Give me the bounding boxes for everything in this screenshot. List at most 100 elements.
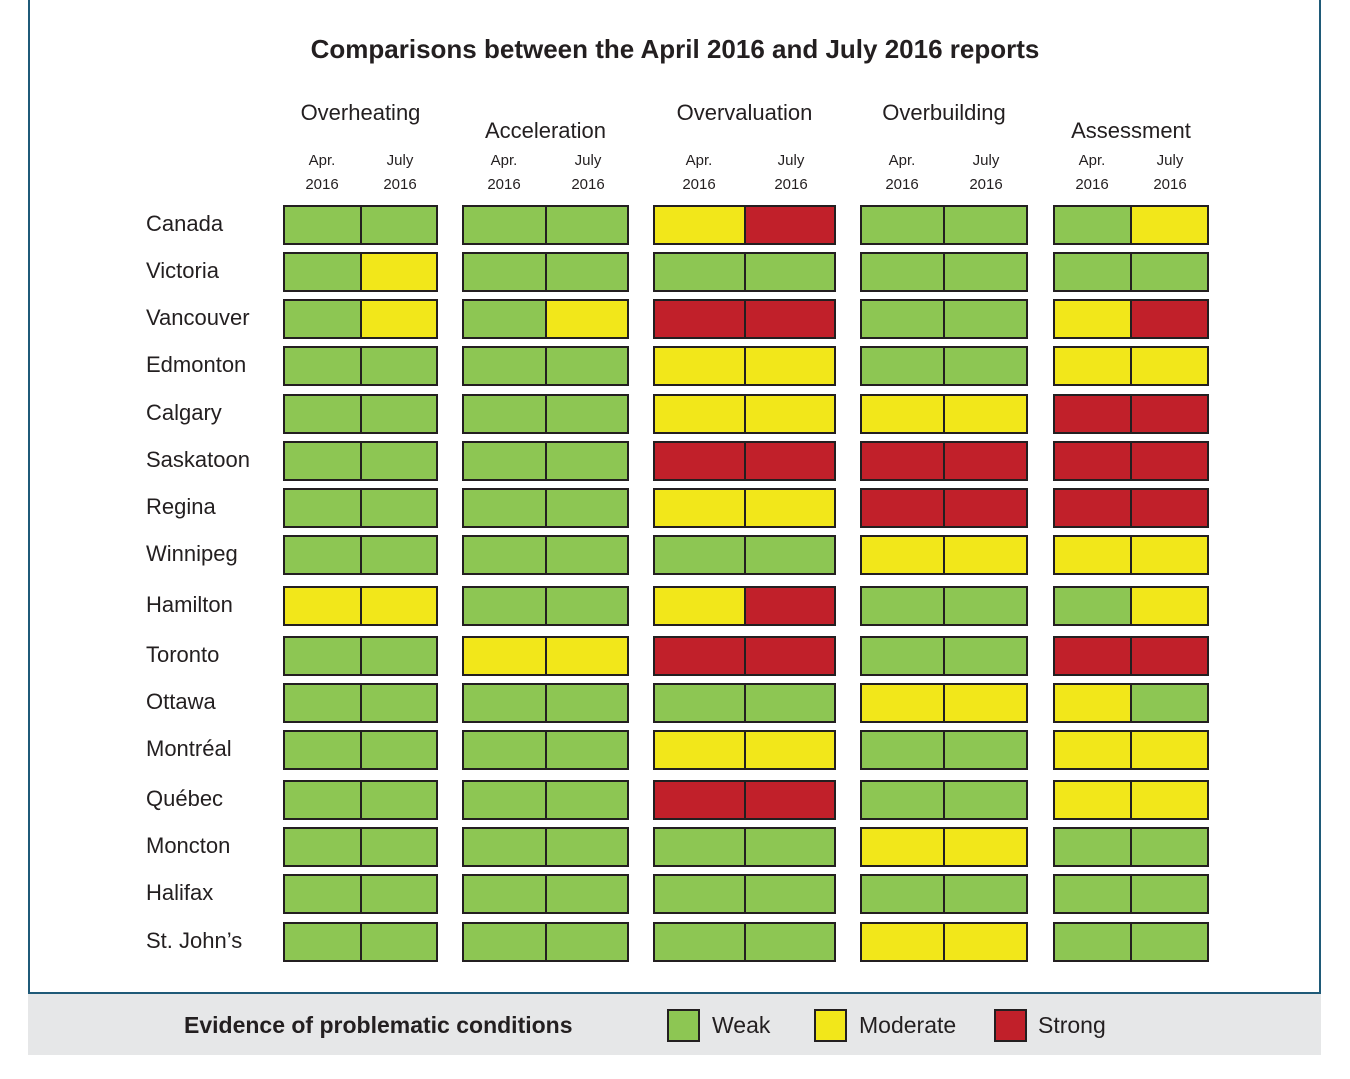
heatmap-cell	[283, 636, 362, 676]
heatmap-cell	[943, 299, 1028, 339]
heatmap-cell	[744, 205, 836, 245]
heatmap-cell	[1130, 683, 1209, 723]
period-label-line1: July	[574, 152, 602, 169]
heatmap-cell	[360, 252, 438, 292]
heatmap-cell	[462, 874, 547, 914]
heatmap-cell	[860, 535, 945, 575]
period-label: Apr. 2016	[850, 149, 954, 197]
legend-title: Evidence of problematic conditions	[184, 1012, 573, 1038]
period-label-line1: Apr.	[490, 152, 518, 169]
heatmap-cell	[283, 827, 362, 867]
heatmap-cell	[1053, 488, 1132, 528]
heatmap-cell	[653, 922, 746, 962]
heatmap-cell	[360, 636, 438, 676]
heatmap-cell	[545, 922, 629, 962]
heatmap-cell	[545, 205, 629, 245]
heatmap-cell	[283, 346, 362, 386]
heatmap-cell	[283, 394, 362, 434]
heatmap-cell	[1053, 346, 1132, 386]
heatmap-cell	[1130, 252, 1209, 292]
period-label: July 2016	[1121, 149, 1219, 197]
heatmap-cell	[860, 683, 945, 723]
heatmap-cell	[1053, 252, 1132, 292]
heatmap-cell	[653, 346, 746, 386]
row-label: Saskatoon	[146, 447, 250, 472]
heatmap-cell	[1130, 441, 1209, 481]
heatmap-cell	[545, 586, 629, 626]
heatmap-cell	[462, 636, 547, 676]
heatmap-cell	[653, 827, 746, 867]
heatmap-cell	[943, 827, 1028, 867]
heatmap-cell	[360, 683, 438, 723]
row-label: Moncton	[146, 833, 231, 858]
period-label-line2: 2016	[774, 176, 808, 193]
heatmap-cell	[943, 780, 1028, 820]
legend-label-strong: Strong	[1038, 1012, 1106, 1038]
heatmap-cell	[1130, 299, 1209, 339]
period-label-line1: July	[972, 152, 1000, 169]
heatmap-cell	[462, 730, 547, 770]
heatmap-cell	[860, 874, 945, 914]
row-label: Victoria	[146, 258, 219, 283]
period-label: Apr. 2016	[1043, 149, 1141, 197]
legend-swatch-strong	[994, 1009, 1027, 1042]
heatmap-cell	[283, 299, 362, 339]
row-label: Québec	[146, 786, 224, 811]
heatmap-cell	[943, 252, 1028, 292]
heatmap-cell	[1053, 441, 1132, 481]
column-group-label: Overvaluation	[676, 100, 813, 125]
heatmap-cell	[653, 683, 746, 723]
heatmap-cell	[462, 922, 547, 962]
heatmap-cell	[360, 205, 438, 245]
heatmap-cell	[860, 252, 945, 292]
period-label: Apr. 2016	[273, 149, 371, 197]
heatmap-cell	[360, 586, 438, 626]
heatmap-cell	[283, 535, 362, 575]
heatmap-cell	[744, 636, 836, 676]
heatmap-cell	[1130, 586, 1209, 626]
heatmap-cell	[860, 636, 945, 676]
legend-swatch-moderate	[814, 1009, 847, 1042]
period-label: Apr. 2016	[643, 149, 755, 197]
period-label: July 2016	[735, 149, 847, 197]
heatmap-cell	[744, 874, 836, 914]
column-group-label: Overbuilding	[882, 100, 1006, 125]
heatmap-cell	[462, 683, 547, 723]
heatmap-cell	[943, 346, 1028, 386]
heatmap-cell	[545, 683, 629, 723]
heatmap-cell	[744, 683, 836, 723]
period-label-line2: 2016	[885, 176, 919, 193]
legend-swatch-weak	[667, 1009, 700, 1042]
row-label: Toronto	[146, 642, 220, 667]
period-label-line1: Apr.	[685, 152, 713, 169]
heatmap-cell	[360, 299, 438, 339]
heatmap-cell	[744, 780, 836, 820]
heatmap-cell	[1130, 922, 1209, 962]
heatmap-cell	[744, 488, 836, 528]
heatmap-cell	[943, 874, 1028, 914]
heatmap-cell	[744, 299, 836, 339]
heatmap-cell	[462, 252, 547, 292]
heatmap-cell	[462, 441, 547, 481]
period-label: July 2016	[351, 149, 449, 197]
heatmap-cell	[943, 922, 1028, 962]
heatmap-cell	[545, 730, 629, 770]
heatmap-cell	[462, 299, 547, 339]
heatmap-cell	[653, 441, 746, 481]
heatmap-cell	[943, 535, 1028, 575]
period-label-line1: July	[777, 152, 805, 169]
heatmap-cell	[462, 827, 547, 867]
heatmap-cell	[1130, 636, 1209, 676]
heatmap-cell	[860, 441, 945, 481]
period-label-line1: Apr.	[308, 152, 336, 169]
heatmap-cell	[360, 827, 438, 867]
heatmap-cell	[545, 874, 629, 914]
period-label-line1: Apr.	[888, 152, 916, 169]
heatmap-cell	[1130, 346, 1209, 386]
heatmap-cell	[283, 441, 362, 481]
heatmap-cell	[1053, 636, 1132, 676]
heatmap-cell	[653, 874, 746, 914]
heatmap-cell	[943, 205, 1028, 245]
heatmap-cell	[462, 488, 547, 528]
heatmap-cell	[744, 535, 836, 575]
